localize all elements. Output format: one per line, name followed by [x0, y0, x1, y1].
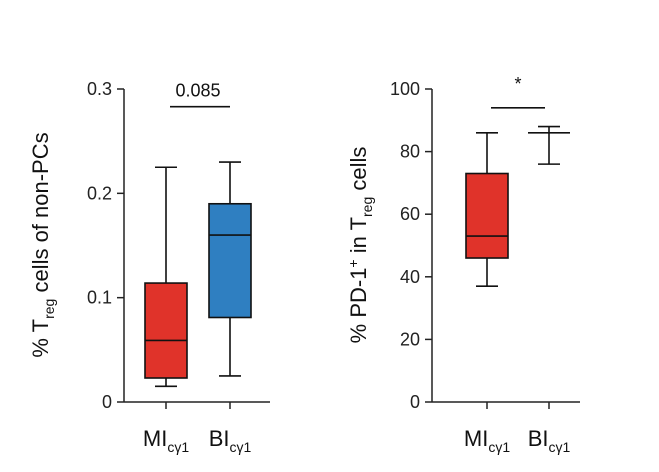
y-axis-label-part: cells	[346, 147, 371, 197]
y-axis-label-subscript: reg	[41, 299, 57, 319]
x-category-subscript: cγ1	[167, 439, 189, 455]
y-tick-label: 40	[400, 267, 420, 287]
y-axis-label-part: cells of non-PCs	[28, 132, 53, 298]
x-category-main: BI	[528, 426, 549, 451]
x-category-label: MIcγ1	[143, 426, 189, 455]
x-category-main: MI	[143, 426, 167, 451]
y-axis-label-superscript: +	[345, 259, 361, 267]
x-category-main: BI	[209, 426, 230, 451]
y-tick-label: 0	[102, 392, 112, 412]
y-axis-label: % Treg cells of non-PCs	[28, 132, 57, 357]
x-category-label: MIcγ1	[464, 426, 510, 455]
y-tick-label: 0.2	[87, 183, 112, 203]
y-tick-label: 100	[390, 79, 420, 99]
y-tick-label: 0.3	[87, 79, 112, 99]
x-category-label: BIcγ1	[209, 426, 252, 455]
box-iqr	[144, 282, 188, 379]
box-iqr	[208, 202, 252, 319]
x-category-subscript: cγ1	[230, 439, 252, 455]
y-tick-label: 0.1	[87, 288, 112, 308]
box-1	[528, 125, 570, 165]
box-0	[465, 132, 509, 287]
y-axis-label: % PD-1+ in Treg cells	[345, 147, 375, 344]
significance-label: 0.085	[175, 81, 220, 101]
y-tick-label: 20	[400, 329, 420, 349]
x-category-subscript: cγ1	[549, 439, 571, 455]
x-category-label: BIcγ1	[528, 426, 571, 455]
box-0	[144, 166, 188, 388]
y-axis-label-part: % T	[28, 319, 53, 358]
box-1	[208, 161, 252, 377]
y-axis-label-subscript: reg	[359, 197, 375, 217]
y-tick-label: 0	[410, 392, 420, 412]
y-axis-label-part: in T	[346, 217, 371, 259]
y-axis-label-part: % PD-1	[346, 268, 371, 344]
significance-label: *	[514, 74, 521, 94]
x-category-main: MI	[464, 426, 488, 451]
x-category-subscript: cγ1	[488, 439, 510, 455]
y-tick-label: 80	[400, 142, 420, 162]
box-iqr	[465, 172, 509, 259]
y-tick-label: 60	[400, 204, 420, 224]
